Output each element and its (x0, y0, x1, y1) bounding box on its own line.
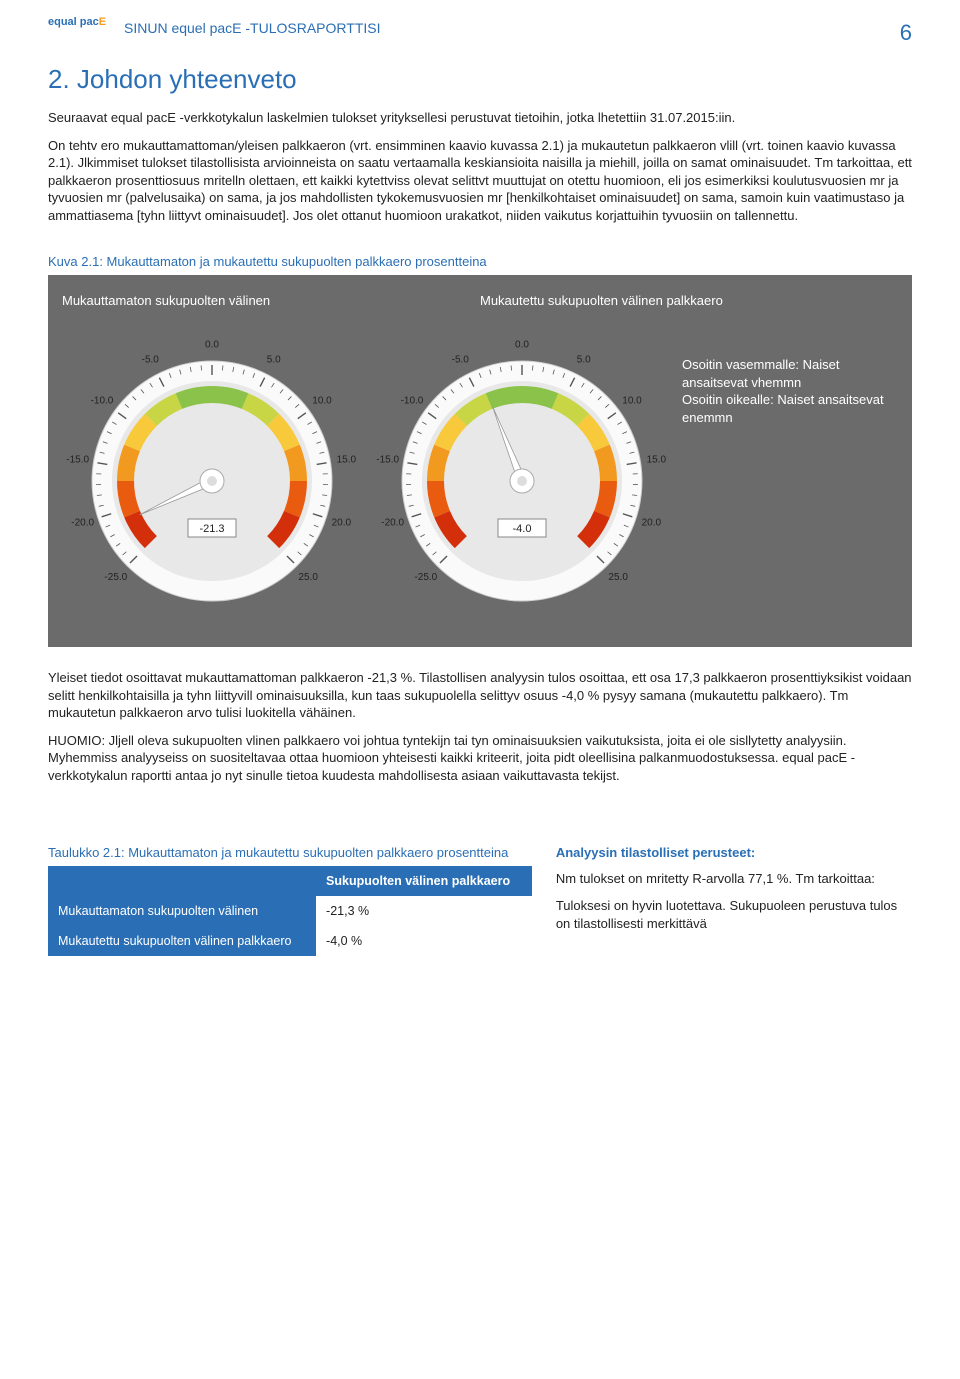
svg-text:-25.0: -25.0 (104, 572, 127, 583)
svg-text:-15.0: -15.0 (376, 455, 399, 466)
analysis-p2: HUOMIO: Jljell oleva sukupuolten vlinen … (48, 732, 912, 785)
row-label: Mukautettu sukupuolten välinen palkkaero (48, 926, 316, 956)
section-title: 2. Johdon yhteenveto (48, 64, 912, 95)
data-table: Sukupuolten välinen palkkaero Mukauttama… (48, 866, 532, 956)
gauge-left: -25.0 -20.0 -15.0 -10.0 -5.0 0.0 5.0 10.0 15.0 20… (62, 316, 362, 616)
svg-text:-20.0: -20.0 (381, 518, 404, 529)
gauge-right-cell: -25.0 -20.0 -15.0 -10.0 -5.0 0.0 5.0 10.0 15.0 20… (372, 316, 682, 619)
svg-text:-10.0: -10.0 (91, 396, 114, 407)
svg-text:15.0: 15.0 (337, 455, 357, 466)
svg-text:15.0: 15.0 (647, 455, 667, 466)
gauge-left-title: Mukauttamaton sukupuolten välinen (62, 293, 480, 308)
table-column: Taulukko 2.1: Mukauttamaton ja mukautett… (48, 815, 532, 956)
page-header: equal pacE SINUN equel pacE -TULOSRAPORT… (48, 20, 912, 46)
page-number: 6 (900, 20, 912, 46)
table-col-header: Sukupuolten välinen palkkaero (316, 866, 532, 896)
table-header-empty (48, 866, 316, 896)
logo-text: equal pac (48, 16, 99, 28)
legend-line-2: Osoitin oikealle: Naiset ansaitsevat ene… (682, 391, 898, 426)
figure-caption: Kuva 2.1: Mukauttamaton ja mukautettu su… (48, 254, 912, 269)
intro-paragraph: Seuraavat equal pacE -verkkotykalun lask… (48, 109, 912, 127)
svg-text:-21.3: -21.3 (199, 523, 224, 535)
svg-text:0.0: 0.0 (515, 340, 529, 351)
row-label: Mukauttamaton sukupuolten välinen (48, 896, 316, 926)
svg-text:-20.0: -20.0 (71, 518, 94, 529)
stats-column: Analyysin tilastolliset perusteet: Nm tu… (556, 815, 912, 956)
svg-text:-5.0: -5.0 (452, 355, 470, 366)
gauge-legend: Osoitin vasemmalle: Naiset ansaitsevat v… (682, 316, 898, 426)
stats-title: Analyysin tilastolliset perusteet: (556, 845, 912, 860)
stats-p2: Tuloksesi on hyvin luotettava. Sukupuole… (556, 897, 912, 932)
header-title: SINUN equel pacE -TULOSRAPORTTISI (124, 20, 900, 36)
svg-text:25.0: 25.0 (298, 572, 318, 583)
gauge-left-cell: -25.0 -20.0 -15.0 -10.0 -5.0 0.0 5.0 10.0 15.0 20… (62, 316, 372, 619)
gauge-right: -25.0 -20.0 -15.0 -10.0 -5.0 0.0 5.0 10.0 15.0 20… (372, 316, 672, 616)
row-value: -21,3 % (316, 896, 532, 926)
svg-text:5.0: 5.0 (267, 355, 281, 366)
gauges-row: -25.0 -20.0 -15.0 -10.0 -5.0 0.0 5.0 10.0 15.0 20… (62, 316, 898, 619)
gauges-header: Mukauttamaton sukupuolten välinen Mukaut… (62, 293, 898, 308)
svg-text:20.0: 20.0 (332, 518, 352, 529)
svg-text:25.0: 25.0 (608, 572, 628, 583)
body-paragraph: On tehtv ero mukauttamattoman/yleisen pa… (48, 137, 912, 225)
bottom-columns: Taulukko 2.1: Mukauttamaton ja mukautett… (48, 815, 912, 956)
gauges-panel: Mukauttamaton sukupuolten välinen Mukaut… (48, 275, 912, 647)
svg-text:-25.0: -25.0 (414, 572, 437, 583)
table-caption: Taulukko 2.1: Mukauttamaton ja mukautett… (48, 845, 532, 860)
svg-text:-10.0: -10.0 (401, 396, 424, 407)
logo-accent: E (99, 16, 106, 28)
row-value: -4,0 % (316, 926, 532, 956)
svg-text:-15.0: -15.0 (66, 455, 89, 466)
svg-text:5.0: 5.0 (577, 355, 591, 366)
table-row: Mukautettu sukupuolten välinen palkkaero… (48, 926, 532, 956)
svg-text:0.0: 0.0 (205, 340, 219, 351)
analysis-p1: Yleiset tiedot osoittavat mukauttamattom… (48, 669, 912, 722)
svg-text:20.0: 20.0 (642, 518, 662, 529)
svg-text:-5.0: -5.0 (142, 355, 160, 366)
svg-text:-4.0: -4.0 (513, 523, 532, 535)
gauge-right-title: Mukautettu sukupuolten välinen palkkaero (480, 293, 898, 308)
logo: equal pacE (48, 16, 118, 28)
table-row: Mukauttamaton sukupuolten välinen -21,3 … (48, 896, 532, 926)
svg-text:10.0: 10.0 (622, 396, 642, 407)
table-header-row: Sukupuolten välinen palkkaero (48, 866, 532, 896)
legend-line-1: Osoitin vasemmalle: Naiset ansaitsevat v… (682, 356, 898, 391)
page: equal pacE SINUN equel pacE -TULOSRAPORT… (0, 0, 960, 996)
stats-p1: Nm tulokset on mritetty R-arvolla 77,1 %… (556, 870, 912, 888)
svg-text:10.0: 10.0 (312, 396, 332, 407)
